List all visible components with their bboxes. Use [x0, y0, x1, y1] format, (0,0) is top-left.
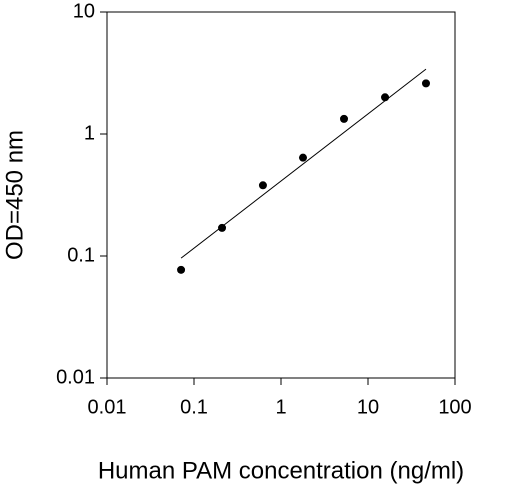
x-axis-title: Human PAM concentration (ng/ml): [98, 457, 464, 484]
y-tick-label: 10: [73, 0, 95, 22]
data-point: [218, 223, 227, 232]
y-tick-label: 0.1: [67, 244, 95, 266]
y-tick-label: 1: [84, 122, 95, 144]
data-point: [381, 93, 390, 102]
fit-line: [180, 68, 427, 259]
x-tick-label: 10: [357, 396, 379, 418]
x-tick-label: 0.1: [180, 396, 208, 418]
data-point: [421, 79, 430, 88]
data-point: [298, 153, 307, 162]
plot-frame: [106, 11, 456, 379]
y-tick-label: 0.01: [56, 366, 95, 388]
y-axis-title: OD=450 nm: [1, 130, 28, 260]
x-tick-label: 100: [438, 396, 471, 418]
data-point: [340, 114, 349, 123]
data-point: [258, 181, 267, 190]
x-tick-label: 1: [275, 396, 286, 418]
data-point: [177, 265, 186, 274]
x-tick-label: 0.01: [88, 396, 127, 418]
